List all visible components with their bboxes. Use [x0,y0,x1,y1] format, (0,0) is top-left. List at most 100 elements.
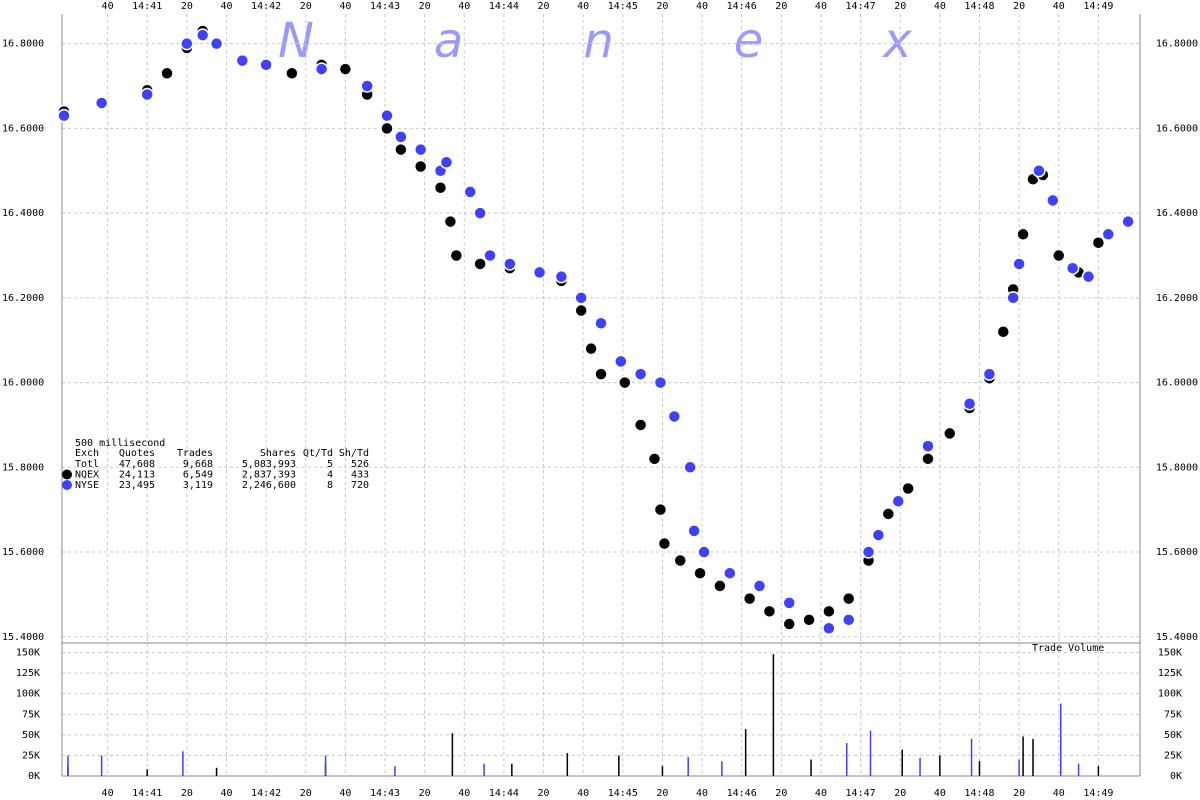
stats-cell: 3,119 [183,480,213,491]
stats-cell: 8 [327,480,333,491]
stats-title: 500 millisecond [75,438,165,449]
price-point [1121,214,1135,229]
volume-bar [661,766,664,776]
price-point [657,536,672,551]
stats-header: Sh/Td [339,448,369,459]
price-point [921,452,935,466]
x-tick-label: 40 [1053,788,1065,799]
volume-bar [511,763,513,776]
volume-bar [1032,738,1034,776]
price-point [574,291,588,305]
volume-bar [970,738,973,776]
y-tick-label: 16.4000 [1156,208,1198,219]
x-tick-label: 20 [181,1,193,12]
x-tick-label: 20 [1013,1,1025,12]
price-point [443,214,458,229]
y-tick-label: 25K [22,750,40,761]
price-point [618,375,632,390]
volume-bar [939,755,941,776]
x-tick-label: 40 [934,788,946,799]
price-point [57,108,71,123]
x-tick-label: 14:48 [964,1,994,12]
stats-cell: 23,495 [119,480,155,491]
volume-bar [919,757,921,776]
price-point [439,155,454,170]
price-point [921,439,935,453]
price-point [693,566,707,580]
x-tick-label: 14:41 [132,788,162,799]
volume-bar [721,761,723,776]
y-tick-label: 16.6000 [2,123,44,134]
price-point [554,269,569,284]
price-point [413,142,428,157]
price-point [259,58,273,72]
legend-marker [62,480,72,490]
y-tick-label: 50K [22,730,40,741]
price-point [673,553,688,568]
price-point [532,265,547,280]
price-point [982,367,997,381]
y-tick-label: 15.6000 [2,547,44,558]
price-point [1101,227,1116,242]
price-point [943,426,957,441]
price-point [633,418,648,432]
y-tick-label: 125K [1158,668,1182,679]
volume-bar [394,766,396,776]
y-tick-label: 16.2000 [2,293,44,304]
price-point [360,79,374,93]
x-tick-label: 40 [102,1,114,12]
x-tick-label: 40 [1053,1,1065,12]
price-point [667,409,682,424]
price-point [473,206,487,220]
price-point [503,257,517,271]
stats-cell: NQEX [75,470,99,481]
x-tick-label: 40 [339,1,351,12]
x-tick-label: 40 [220,788,232,799]
price-point [394,130,408,144]
y-tick-label: 16.2000 [1156,293,1198,304]
x-tick-label: 20 [300,1,312,12]
x-tick-label: 14:49 [1083,788,1113,799]
volume-bar [618,755,620,776]
x-tick-label: 14:43 [370,788,400,799]
x-tick-label: 20 [775,788,787,799]
price-point [1046,193,1060,208]
x-tick-label: 14:45 [608,788,638,799]
stats-cell: 2,837,393 [242,470,296,481]
stats-header: Quotes [119,448,155,459]
price-point [871,528,886,542]
price-point [822,604,836,619]
price-point [314,62,329,76]
price-point [762,604,777,619]
y-tick-label: 150K [16,648,40,659]
volume-bar [215,767,218,776]
volume-bar [483,763,485,776]
price-point [687,524,701,538]
volume-bar [1018,759,1020,776]
price-point [433,180,448,195]
stats-header: Qt/Td [303,448,333,459]
stats-cell: 526 [351,459,369,470]
price-point [653,502,668,517]
x-tick-label: 40 [458,1,470,12]
stats-cell: 6,549 [183,470,213,481]
x-tick-label: 20 [538,788,550,799]
stats-cell: 4 [327,470,333,481]
price-point [822,621,836,636]
x-tick-label: 14:42 [251,1,281,12]
price-point [1032,164,1046,178]
y-tick-label: 15.4000 [1156,632,1198,643]
volume-bar [1097,766,1100,776]
x-tick-label: 14:41 [132,1,162,12]
price-point [235,53,250,68]
price-point [1016,227,1030,242]
price-point [713,579,727,593]
y-tick-label: 75K [1164,709,1182,720]
y-tick-label: 0K [1170,771,1182,782]
x-tick-label: 40 [815,1,827,12]
price-point [1081,269,1096,284]
volume-bar [67,755,69,776]
